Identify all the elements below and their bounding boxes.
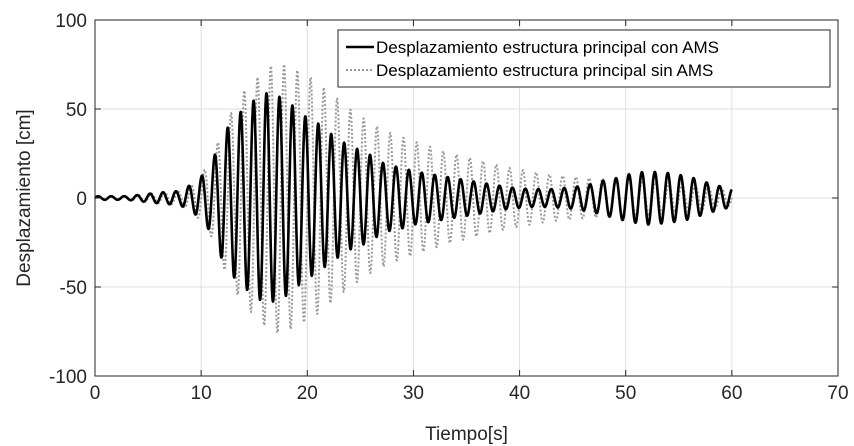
x-tick-label: 0 [90, 383, 101, 404]
x-tick-label: 10 [191, 383, 212, 404]
y-tick-label: 50 [66, 100, 87, 121]
y-tick-label: -50 [60, 278, 87, 299]
x-tick-label: 70 [827, 383, 848, 404]
y-axis-label: Desplazamiento [cm] [14, 109, 35, 286]
y-tick-label: 0 [76, 189, 87, 210]
x-tick-label: 20 [297, 383, 318, 404]
x-axis-label: Tiempo[s] [425, 424, 508, 445]
tick-labels: 0 10 20 30 40 50 60 70 -100 -50 0 50 100 [49, 11, 849, 404]
legend-box [337, 29, 831, 88]
legend: Desplazamiento estructura principal con … [337, 29, 831, 88]
legend-label-con-ams: Desplazamiento estructura principal con … [376, 38, 719, 57]
y-tick-label: -100 [49, 367, 87, 388]
y-tick-label: 100 [55, 11, 87, 32]
x-tick-label: 40 [509, 383, 530, 404]
x-tick-label: 30 [403, 383, 424, 404]
series-layer [93, 63, 733, 334]
x-tick-label: 60 [721, 383, 742, 404]
x-tick-label: 50 [615, 383, 636, 404]
legend-label-sin-ams: Desplazamiento estructura principal sin … [376, 61, 713, 80]
axes [94, 19, 839, 377]
series-con-ams [93, 92, 733, 303]
